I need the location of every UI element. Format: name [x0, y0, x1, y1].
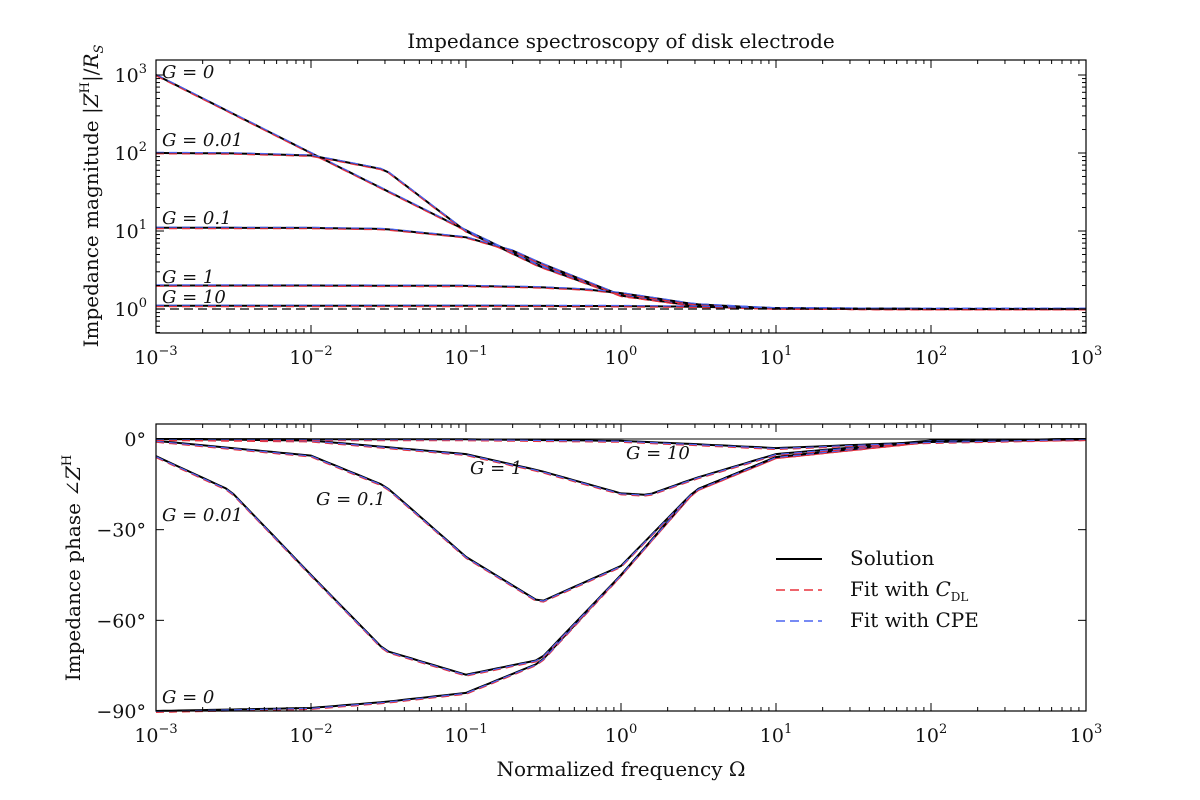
- bottom-ylabel: Impedance phase ∠ZH: [60, 455, 85, 682]
- y-tick-label: 103: [115, 62, 147, 87]
- top-ylabel: Impedance magnitude |ZH|/RS: [78, 44, 107, 347]
- series-solution-g-1: [155, 438, 1087, 496]
- bottom-annotation-g10: G = 10: [626, 443, 690, 464]
- series-fit-cdl-g-0: [155, 75, 1086, 311]
- x-tick-label: 10−1: [444, 344, 487, 369]
- bottom-annotations: G = 0 G = 0.01 G = 0.1 G = 1 G = 10: [162, 443, 690, 708]
- y-tick-label: 100: [115, 296, 147, 321]
- top-x-tick-labels: 10−3 10−2 10−1 100 101 102 103: [134, 344, 1102, 369]
- bottom-y-tick-labels: 0° −30° −60° −90°: [96, 429, 146, 723]
- y-tick-label: 102: [115, 140, 147, 165]
- x-tick-label: 102: [915, 722, 947, 747]
- top-annotation-g01: G = 0.1: [162, 208, 232, 229]
- legend-label-fit-cpe: Fit with CPE: [850, 608, 979, 632]
- x-tick-label: 103: [1070, 722, 1102, 747]
- top-y-tick-labels: 100 101 102 103: [115, 62, 147, 321]
- bottom-annotation-g01: G = 0.1: [316, 489, 386, 510]
- x-tick-label: 10−3: [134, 344, 177, 369]
- top-axes-frame: [155, 59, 1087, 334]
- bottom-curves: [155, 438, 1087, 713]
- x-tick-label: 100: [605, 344, 637, 369]
- bottom-annotation-g0: G = 0: [162, 687, 214, 708]
- x-tick-label: 10−1: [444, 722, 487, 747]
- y-tick-label: −60°: [96, 610, 146, 632]
- top-annotation-g1: G = 1: [162, 267, 214, 288]
- x-tick-label: 102: [915, 344, 947, 369]
- y-tick-label: 101: [115, 218, 147, 243]
- y-tick-label: −30°: [96, 520, 146, 542]
- x-tick-label: 10−2: [289, 722, 332, 747]
- y-tick-label: −90°: [96, 701, 146, 723]
- bottom-annotation-g001: G = 0.01: [162, 505, 243, 526]
- x-tick-label: 10−3: [134, 722, 177, 747]
- top-annotation-g0: G = 0: [162, 62, 214, 83]
- legend: Solution Fit with CDL Fit with CPE: [776, 546, 979, 632]
- bottom-axes-frame: [155, 423, 1087, 712]
- series-fit-cdl-g-1: [155, 439, 1087, 497]
- bottom-ticks: [155, 424, 1087, 712]
- x-tick-label: 101: [760, 722, 792, 747]
- series-fit-cpe-g-0-01: [155, 438, 1087, 676]
- legend-label-solution: Solution: [850, 546, 934, 570]
- series-fit-cpe-g-1: [155, 438, 1087, 496]
- x-tick-label: 100: [605, 722, 637, 747]
- top-curves: [155, 73, 1086, 311]
- bottom-xlabel: Normalized frequency Ω: [497, 757, 746, 781]
- series-fit-cdl-g-0-1: [156, 228, 1086, 311]
- top-title: Impedance spectroscopy of disk electrode: [407, 29, 835, 53]
- series-solution-g-0-01: [155, 438, 1087, 676]
- bottom-x-tick-labels: 10−3 10−2 10−1 100 101 102 103: [134, 722, 1102, 747]
- series-solution-g-0: [155, 74, 1086, 310]
- y-tick-label: 0°: [124, 429, 146, 451]
- top-annotations: G = 0 G = 0.01 G = 0.1 G = 1 G = 10: [162, 62, 243, 308]
- x-tick-label: 10−2: [289, 344, 332, 369]
- top-ticks: [155, 60, 1087, 333]
- x-tick-label: 103: [1070, 344, 1102, 369]
- legend-label-fit-cdl: Fit with CDL: [850, 577, 968, 604]
- top-annotation-g10: G = 10: [162, 287, 226, 308]
- x-tick-label: 101: [760, 344, 792, 369]
- bottom-annotation-g1: G = 1: [470, 458, 522, 479]
- top-annotation-g001: G = 0.01: [162, 130, 243, 151]
- series-fit-cpe-g-0: [155, 73, 1086, 309]
